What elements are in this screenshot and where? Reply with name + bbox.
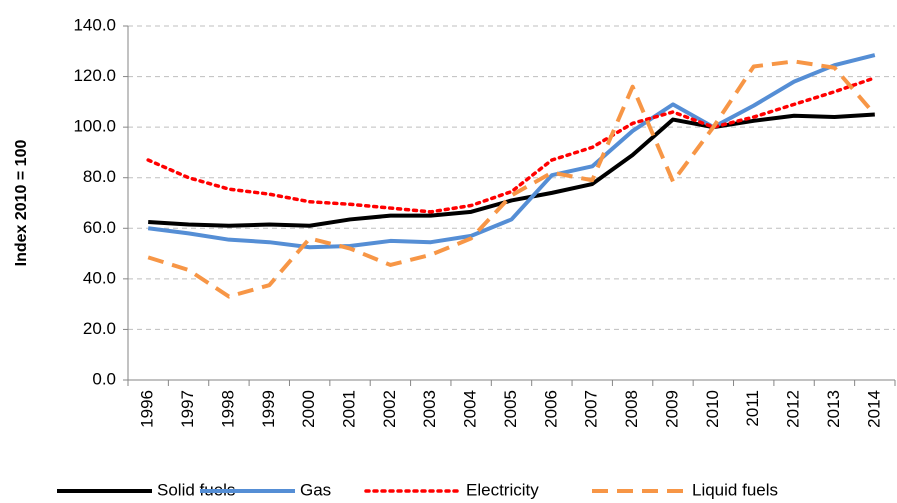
series-line — [147, 59, 877, 299]
y-tick-label: 120.0 — [73, 66, 116, 85]
x-tick-label: 2007 — [582, 390, 601, 428]
y-tick-label: 60.0 — [83, 218, 116, 237]
x-tick-label: 2003 — [420, 390, 439, 428]
x-tick-label: 2000 — [299, 390, 318, 428]
x-tick-label: 2010 — [703, 390, 722, 428]
y-axis-label: Index 2010 = 100 — [13, 140, 30, 267]
series-line — [148, 112, 875, 228]
y-tick-label: 40.0 — [83, 268, 116, 287]
x-tick-label: 1998 — [218, 390, 237, 428]
x-tick-label: 2001 — [340, 390, 359, 428]
y-tick-label: 0.0 — [92, 369, 116, 388]
x-tick-label: 2013 — [824, 390, 843, 428]
x-tick-label: 2004 — [461, 390, 480, 428]
x-tick-label: 1997 — [178, 390, 197, 428]
x-tick-label: 2011 — [743, 390, 762, 427]
x-tick-label: 2005 — [501, 390, 520, 428]
legend-label: Solid fuels — [157, 480, 235, 499]
x-tick-label: 2002 — [380, 390, 399, 428]
legend-label: Electricity — [466, 480, 539, 499]
y-tick-label: 80.0 — [83, 167, 116, 186]
series-line — [146, 76, 877, 214]
series-line — [147, 53, 876, 250]
x-tick-label: 2008 — [622, 390, 641, 428]
y-tick-label: 20.0 — [83, 319, 116, 338]
x-tick-label: 2009 — [662, 390, 681, 428]
x-tick-label: 2006 — [541, 390, 560, 428]
x-tick-label: 2014 — [864, 390, 883, 428]
x-tick-label: 2012 — [784, 390, 803, 428]
legend-label: Gas — [300, 480, 331, 499]
y-tick-label: 100.0 — [73, 117, 116, 136]
legend-label: Liquid fuels — [692, 480, 778, 499]
x-tick-label: 1999 — [259, 390, 278, 428]
y-tick-label: 140.0 — [73, 15, 116, 34]
x-tick-label: 1996 — [138, 390, 157, 428]
